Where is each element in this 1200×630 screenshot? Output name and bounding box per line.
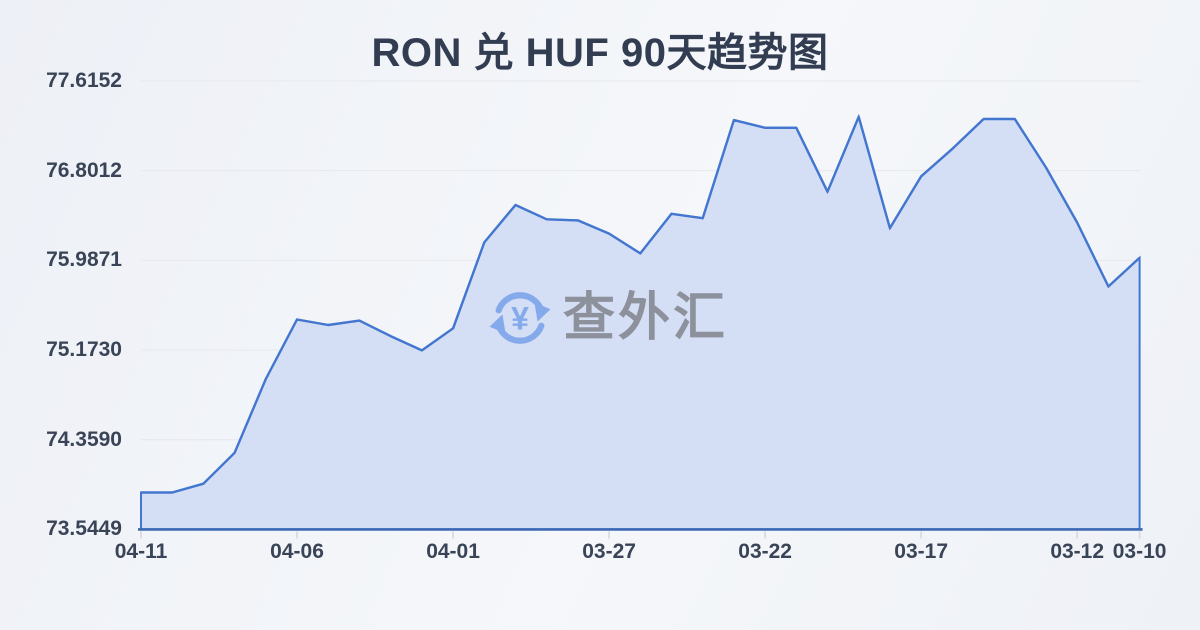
watermark: ¥ 查外汇 — [487, 285, 728, 351]
trend-line — [141, 115, 1141, 494]
x-tick-label: 04-11 — [114, 540, 168, 563]
x-tick-label: 03-17 — [894, 540, 949, 563]
watermark-brand-text: 查外汇 — [563, 289, 729, 347]
x-tick-label: 04-06 — [270, 540, 324, 563]
y-tick-label: 75.1730 — [46, 338, 122, 362]
y-tick-label: 75.9871 — [46, 248, 122, 272]
page-title: RON 兑 HUF 90天趋势图 — [371, 31, 829, 75]
y-tick-label: 73.5449 — [46, 517, 122, 541]
x-tick-label: 04-01 — [426, 540, 480, 563]
x-tick-label: 03-27 — [582, 540, 636, 563]
x-tick-label: 03-10 — [1112, 540, 1167, 563]
y-tick-label: 76.8012 — [46, 158, 122, 182]
x-tick-label: 03-12 — [1050, 540, 1105, 563]
x-tick-label: 03-22 — [738, 540, 792, 563]
yen-symbol: ¥ — [511, 300, 529, 336]
y-tick-label: 77.6152 — [46, 69, 122, 92]
y-tick-label: 74.3590 — [46, 427, 122, 451]
currency-exchange-icon: ¥ — [489, 292, 551, 344]
